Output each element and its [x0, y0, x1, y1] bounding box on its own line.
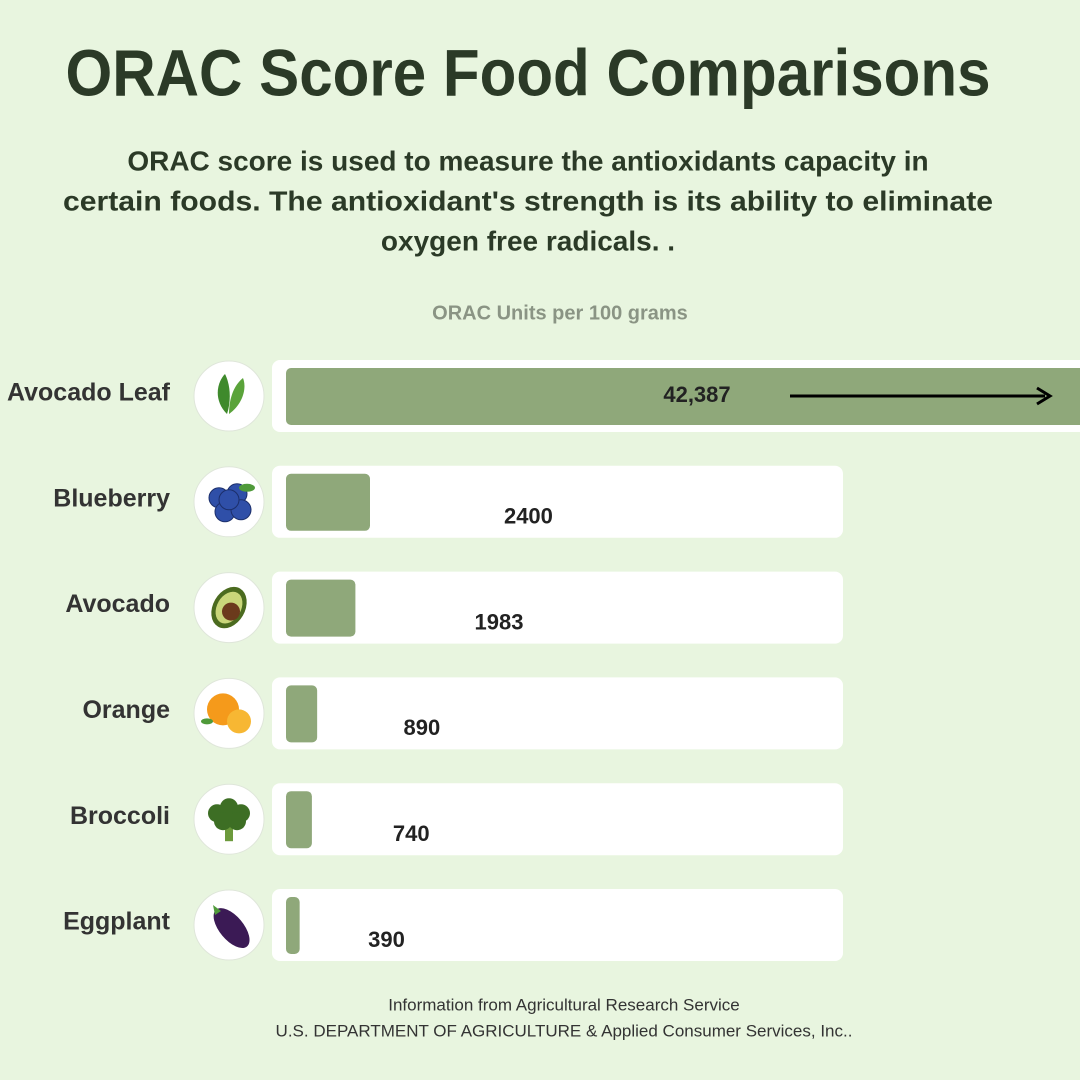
bar-card [272, 465, 843, 538]
food-icon [213, 905, 250, 949]
value-label: 740 [393, 821, 430, 846]
food-icon [217, 374, 245, 414]
bar [286, 473, 370, 531]
source-line: U.S. DEPARTMENT OF AGRICULTURE & Applied… [276, 1021, 853, 1040]
rows: Avocado Leaf 42,387 Blueberry 2400 Avocado 19… [7, 360, 1080, 961]
food-icon [208, 483, 255, 523]
value-label: 42,387 [663, 382, 730, 407]
icon-shape [218, 489, 240, 511]
value-label: 390 [368, 927, 405, 952]
source-line: Information from Agricultural Research S… [388, 995, 739, 1014]
icon-shape [213, 908, 250, 949]
icon-shape [239, 483, 255, 492]
icon-shape [229, 378, 245, 414]
icon-shape [213, 905, 221, 915]
bar-card [272, 571, 843, 644]
icon-shape [225, 821, 233, 842]
overflow-arrow-head [1036, 386, 1053, 406]
food-icon [201, 693, 251, 734]
subtitle-line: oxygen free radicals. . [381, 225, 675, 256]
chart-title: ORAC Score Food Comparisons [66, 35, 991, 109]
bar [286, 579, 356, 637]
icon-shape [228, 812, 246, 831]
bar-card [272, 677, 843, 750]
icon-shape [227, 709, 251, 734]
bar [286, 791, 312, 849]
bar-card [272, 783, 843, 856]
bar [286, 368, 1080, 425]
category-label: Avocado Leaf [7, 379, 171, 407]
icon-shape [201, 718, 213, 725]
subtitle-line: certain foods. The antioxidant's strengt… [63, 185, 993, 216]
bar [286, 897, 300, 954]
icon-shape [217, 374, 230, 414]
category-label: Eggplant [63, 908, 171, 936]
category-label: Broccoli [70, 802, 170, 830]
value-label: 1983 [475, 609, 524, 634]
category-label: Blueberry [53, 484, 170, 512]
bar-card [272, 889, 843, 961]
axis-label: ORAC Units per 100 grams [432, 302, 688, 324]
category-label: Orange [82, 696, 170, 724]
icon-shape [222, 602, 240, 621]
subtitle-line: ORAC score is used to measure the antiox… [127, 145, 928, 176]
value-label: 2400 [504, 504, 553, 529]
food-icon [208, 798, 250, 842]
food-icon [211, 586, 247, 629]
icon-shape [214, 812, 232, 831]
value-label: 890 [403, 715, 440, 740]
category-label: Avocado [65, 590, 170, 618]
bar [286, 685, 318, 743]
